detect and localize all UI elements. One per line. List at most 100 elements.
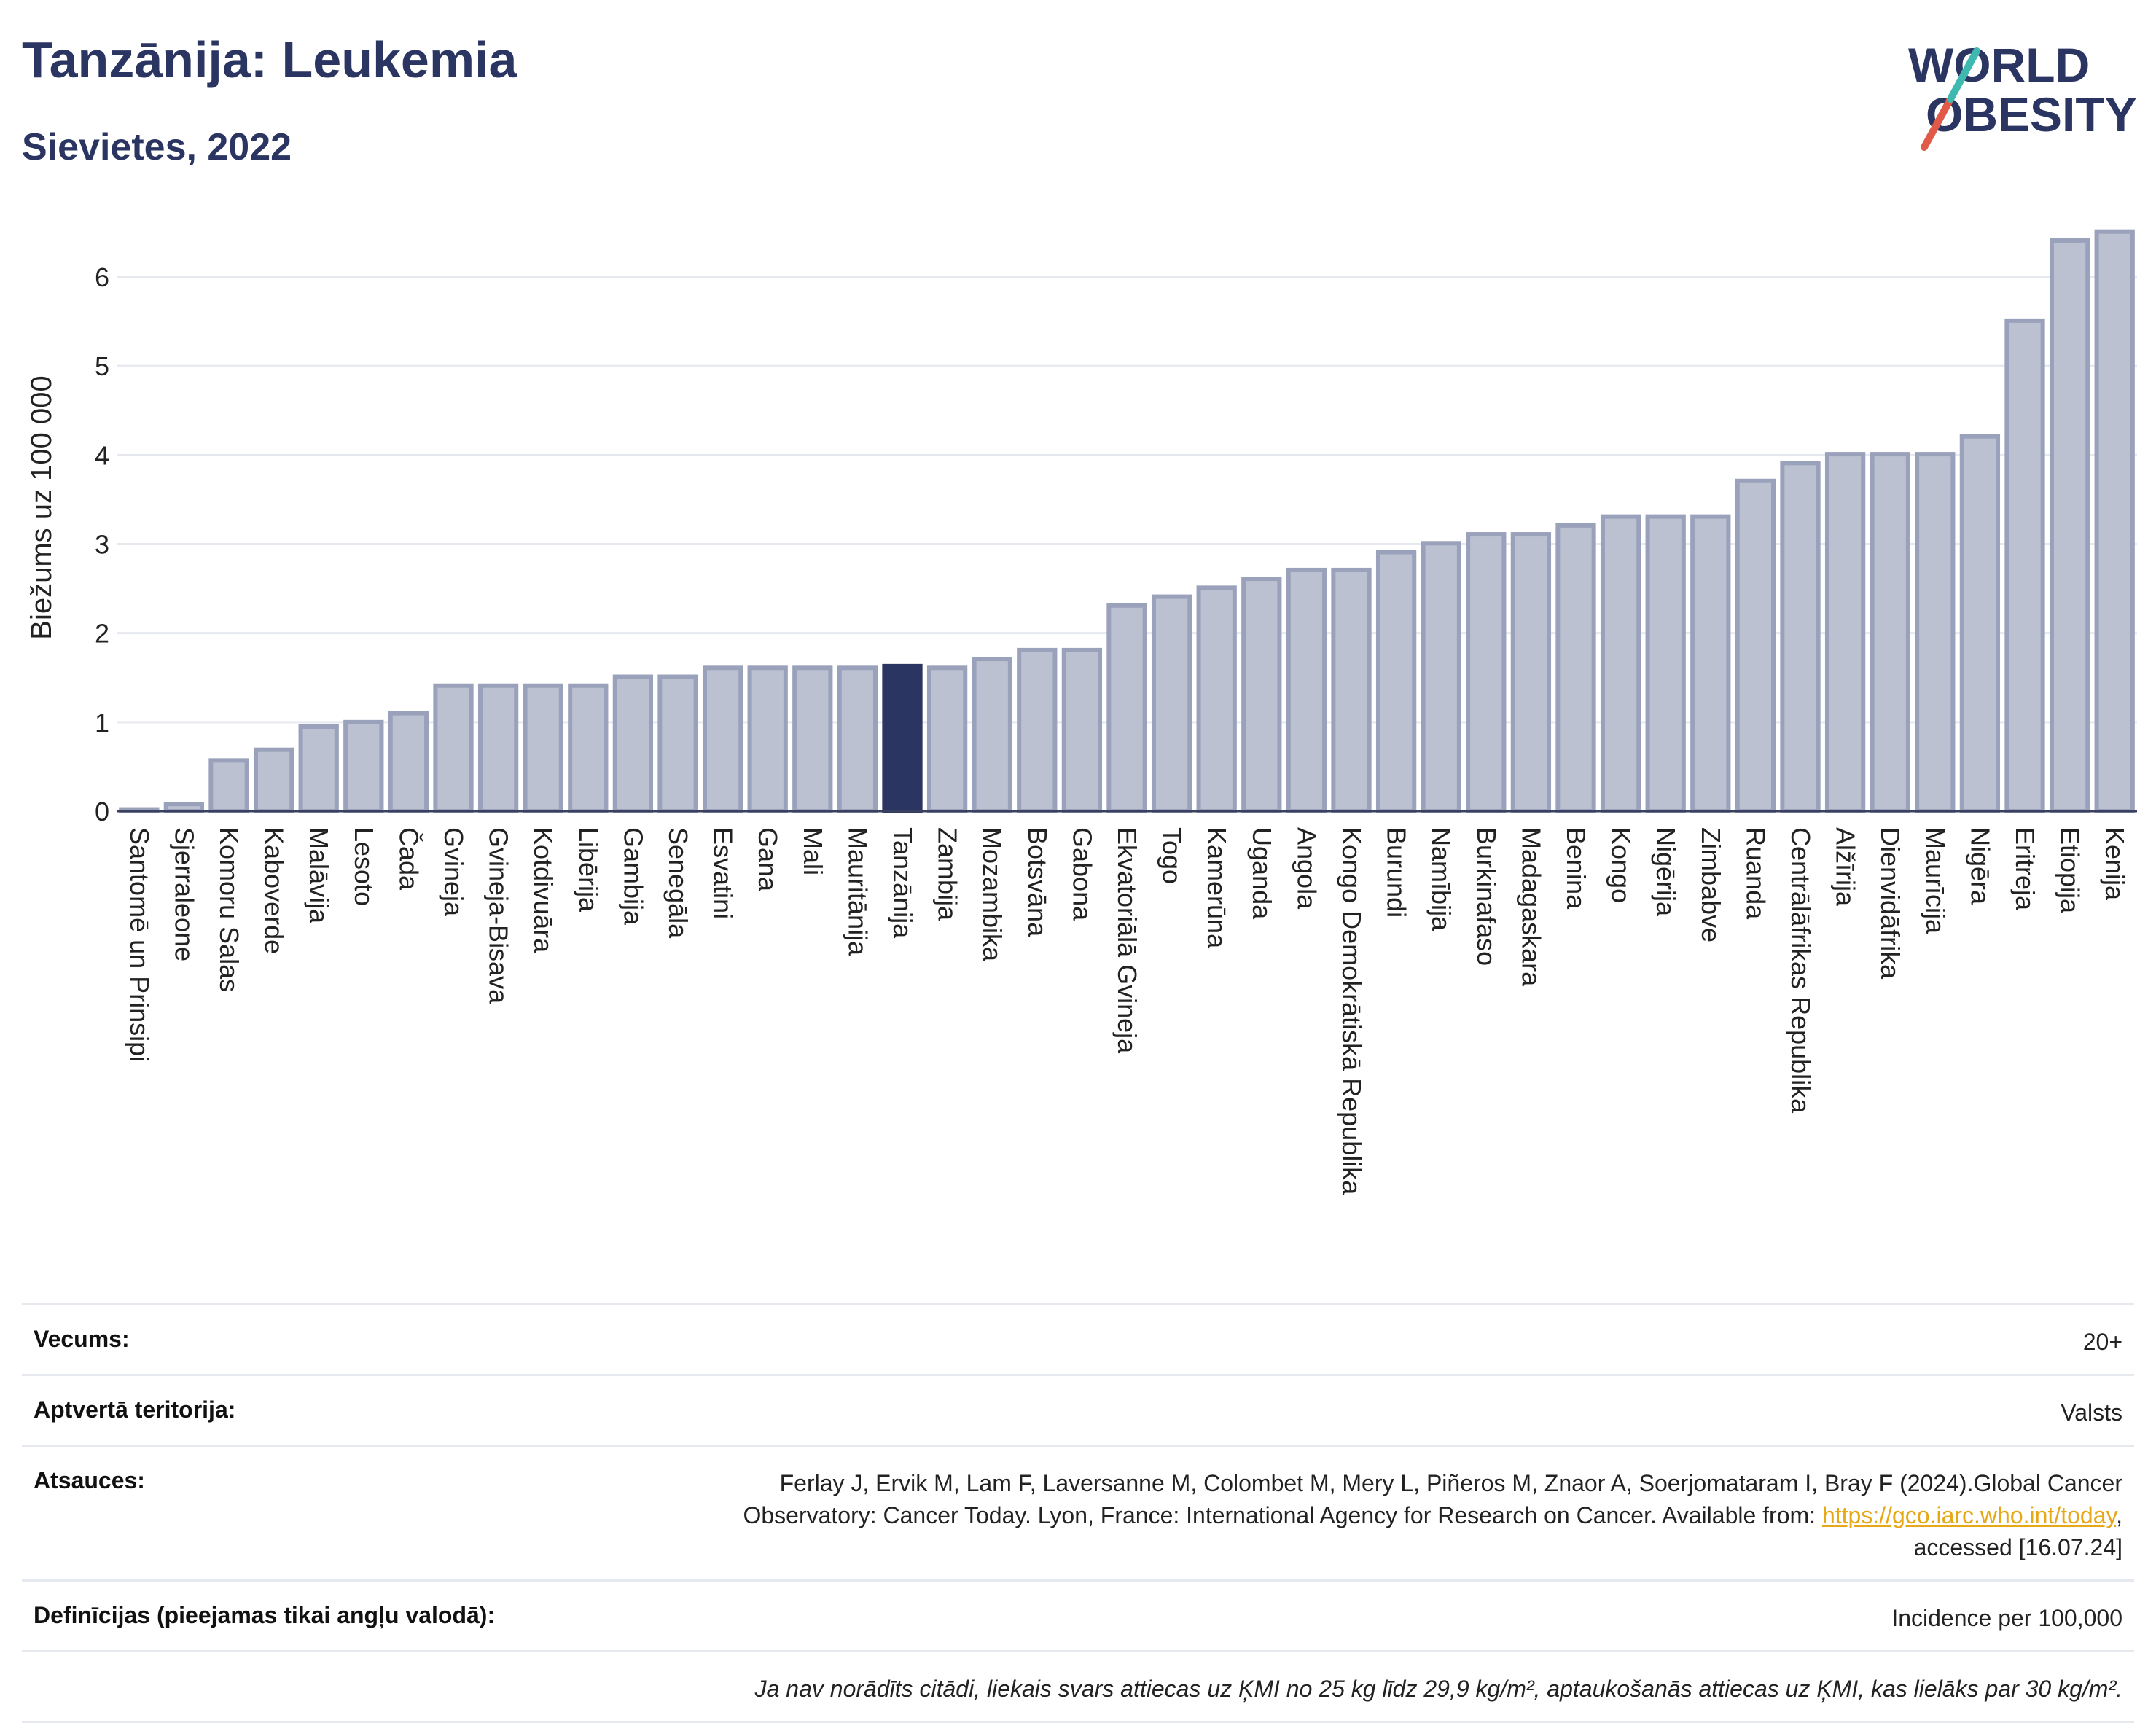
bar <box>1870 452 1910 814</box>
y-tick-label: 3 <box>95 530 109 560</box>
bar <box>1241 577 1282 814</box>
reference-line-2-suffix: , <box>2116 1502 2122 1528</box>
x-tick-label: Kongo Demokrātiskā Republika <box>1337 827 1367 1195</box>
bar <box>1959 434 2001 813</box>
bar <box>702 665 743 813</box>
bar <box>2004 318 2045 813</box>
x-tick-label: Ekvatoriālā Gvineja <box>1112 827 1142 1054</box>
x-tick-label: Kaboverde <box>259 827 289 954</box>
info-value-coverage: Valsts <box>2061 1399 2122 1426</box>
info-value-references: Ferlay J, Ervik M, Lam F, Laversanne M, … <box>743 1467 2122 1563</box>
x-tick-label: Komoru Salas <box>214 827 244 992</box>
bar <box>1196 585 1237 814</box>
x-tick-label: Namībija <box>1426 827 1456 931</box>
x-tick-label: Gvineja-Bisava <box>484 827 514 1004</box>
bar <box>1017 647 1058 814</box>
reference-link[interactable]: https://gco.iarc.who.int/today <box>1821 1502 2117 1528</box>
bar <box>208 758 249 813</box>
bar <box>1735 478 1776 813</box>
reference-line-1: Ferlay J, Ervik M, Lam F, Laversanne M, … <box>779 1470 2122 1496</box>
bar <box>433 683 474 813</box>
info-label-age: Vecums: <box>34 1326 130 1352</box>
y-tick-label: 6 <box>95 262 109 292</box>
x-tick-label: Eritreja <box>2010 827 2040 911</box>
logo-line2: OBESITY <box>1926 87 2136 141</box>
bar <box>1645 514 1686 814</box>
info-row-references: Atsauces: Ferlay J, Ervik M, Lam F, Lave… <box>22 1445 2134 1579</box>
x-tick-label: Etiopija <box>2055 827 2085 914</box>
x-tick-label: Gana <box>753 827 783 892</box>
info-row-coverage: Aptvertā teritorija: Valsts <box>22 1374 2134 1445</box>
x-tick-label: Kongo <box>1606 827 1636 903</box>
bar <box>1421 541 1461 813</box>
bar <box>657 674 698 813</box>
bar <box>612 674 654 813</box>
info-label-coverage: Aptvertā teritorija: <box>34 1396 236 1423</box>
bar <box>837 665 878 813</box>
y-tick-label: 4 <box>95 440 109 470</box>
x-tick-label: Madagaskara <box>1516 827 1546 987</box>
x-tick-label: Zimbabve <box>1696 827 1726 942</box>
x-tick-label: Mozambika <box>977 827 1007 962</box>
bar <box>1555 523 1596 813</box>
x-tick-label: Kotdivuāra <box>528 827 558 953</box>
y-axis-label: Biežums uz 100 000 <box>26 375 58 639</box>
x-tick-label: Uganda <box>1247 827 1277 920</box>
x-tick-label: Čada <box>394 827 423 891</box>
bar <box>1286 567 1327 813</box>
y-tick-label: 2 <box>95 619 109 649</box>
x-tick-label: Mauritānija <box>843 827 872 956</box>
bar <box>253 747 294 813</box>
x-tick-label: Kenija <box>2100 827 2130 901</box>
x-tick-label: Nigērija <box>1651 827 1681 917</box>
bar <box>1690 514 1731 814</box>
x-tick-label: Ruanda <box>1741 827 1770 920</box>
info-row-definitions: Definīcijas (pieejamas tikai angļu valod… <box>22 1579 2134 1650</box>
bar <box>1510 532 1552 813</box>
x-tick-label: Dienvidāfrika <box>1875 827 1905 980</box>
bar <box>972 657 1012 813</box>
reference-line-2: Observatory: Cancer Today. Lyon, France:… <box>743 1502 1822 1528</box>
x-tick-label: Alžīrija <box>1831 827 1861 907</box>
bar <box>926 665 968 813</box>
x-tick-label: Gvineja <box>439 827 469 917</box>
reference-line-3: accessed [16.07.24] <box>1913 1534 2122 1560</box>
y-tick-label: 1 <box>95 708 109 738</box>
bar <box>1600 514 1641 814</box>
x-tick-label: Botsvāna <box>1023 827 1052 937</box>
x-tick-label: Lesoto <box>349 827 379 906</box>
bar-chart: 0 1 2 3 4 5 6 Santomē un Prinsipi Sjerraleone Ko… <box>26 229 2137 1195</box>
x-tick-label: Angola <box>1292 827 1321 910</box>
x-tick-label: Maurīcija <box>1921 827 1950 934</box>
x-tick-label: Libērija <box>574 827 604 913</box>
info-table: Vecums: 20+ Aptvertā teritorija: Valsts … <box>22 1303 2134 1723</box>
info-label-references: Atsauces: <box>34 1467 145 1493</box>
x-tick-label: Senegāla <box>663 827 693 939</box>
bar <box>747 665 788 813</box>
x-tick-label: Santomē un Prinsipi <box>125 827 155 1062</box>
x-tick-label: Benina <box>1561 827 1591 910</box>
info-row-age: Vecums: 20+ <box>22 1303 2134 1374</box>
logo-line1: WORLD <box>1908 38 2090 92</box>
x-tick-label: Burundi <box>1382 827 1412 918</box>
x-tick-label: Tanzānija <box>888 827 918 939</box>
y-tick-labels: 0 1 2 3 4 5 6 <box>95 262 109 827</box>
bars <box>119 229 2135 814</box>
x-tick-labels: Santomē un Prinsipi Sjerraleone Komoru Sal… <box>125 827 2130 1195</box>
bar <box>1780 461 1821 813</box>
y-tick-label: 5 <box>95 351 109 381</box>
x-tick-label: Sjerraleone <box>169 827 199 961</box>
x-tick-label: Burkinafaso <box>1472 827 1501 966</box>
bar-highlighted <box>882 663 923 814</box>
info-note: Ja nav norādīts citādi, liekais svars at… <box>754 1676 2122 1702</box>
bar <box>1375 550 1417 813</box>
bar <box>1331 567 1372 813</box>
x-tick-label: Zambija <box>933 827 963 921</box>
y-tick-label: 0 <box>95 797 109 827</box>
info-row-note: Ja nav norādīts citādi, liekais svars at… <box>22 1650 2134 1723</box>
x-tick-label: Kamerūna <box>1202 827 1232 949</box>
bar <box>1106 603 1147 813</box>
bar <box>568 683 609 813</box>
bar <box>477 683 519 813</box>
x-tick-label: Gabona <box>1067 827 1097 921</box>
